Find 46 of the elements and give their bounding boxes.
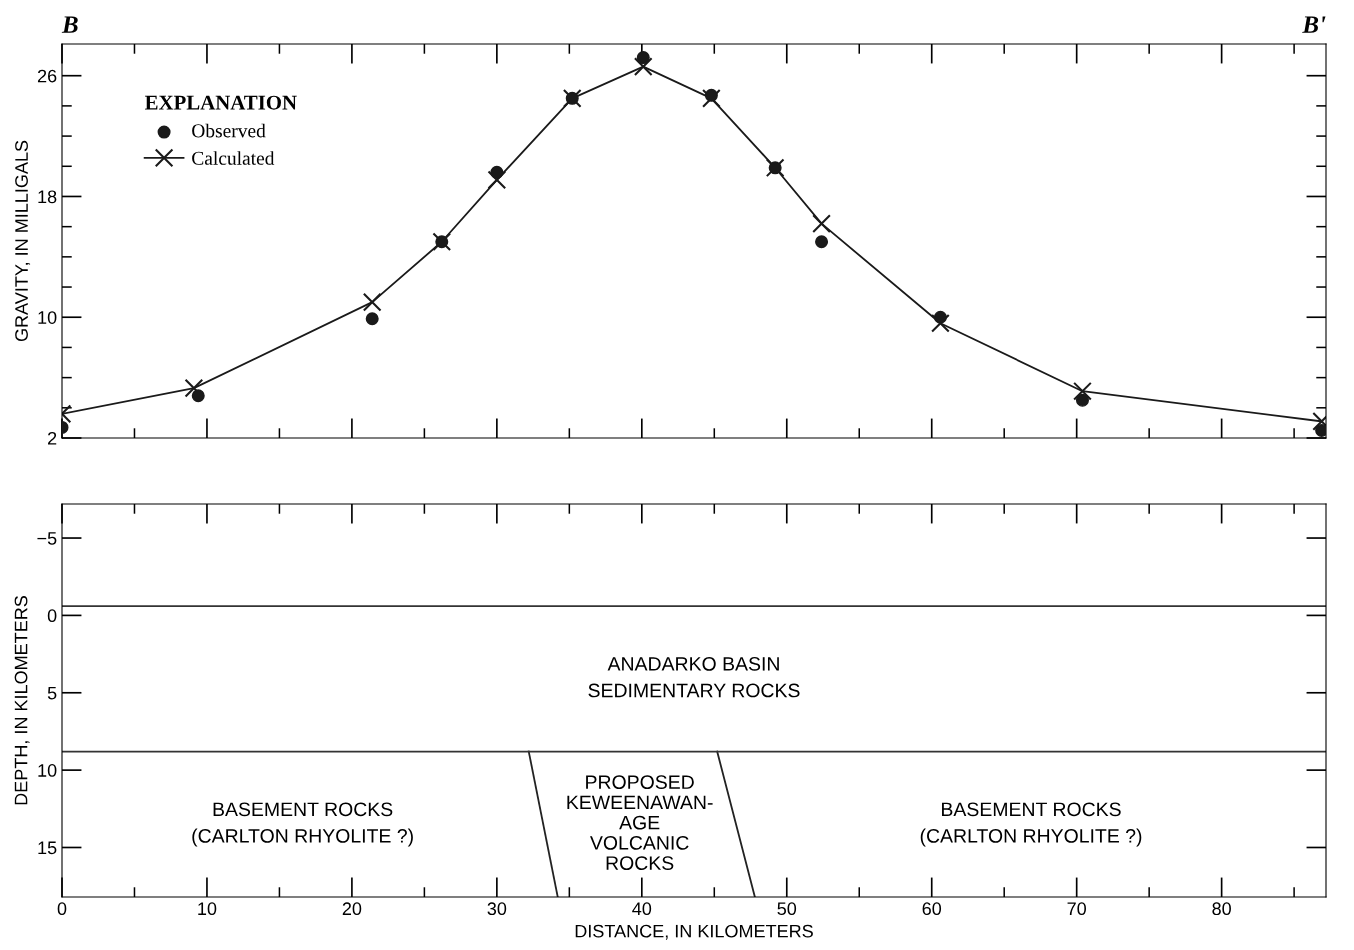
- y-tick-label: 18: [38, 190, 57, 204]
- y-tick-label: −5: [37, 532, 57, 545]
- point: [184, 378, 204, 398]
- x-tick-label: 10: [198, 902, 217, 916]
- point: [812, 214, 831, 234]
- point: [191, 389, 205, 403]
- x-tick-label: 30: [487, 902, 507, 916]
- point: [1073, 381, 1092, 401]
- x-tick-label: 40: [632, 902, 652, 916]
- point: [362, 292, 382, 312]
- point: [815, 235, 829, 249]
- annotation: BASEMENT ROCKS (CARLTON RHYOLITE ?): [920, 802, 1142, 847]
- point: [1075, 393, 1089, 407]
- y-tick-label: 2: [48, 431, 57, 445]
- y-tick-label: 10: [38, 311, 57, 324]
- annotation: BASEMENT ROCKS (CARLTON RHYOLITE ?): [192, 802, 413, 847]
- y-tick-label: 5: [47, 686, 57, 700]
- point: [704, 88, 718, 102]
- x-tick-label: 70: [1067, 902, 1087, 916]
- point: [702, 88, 721, 108]
- x-tick-label: 60: [922, 902, 942, 916]
- legend-label: Calculated: [192, 151, 275, 165]
- point: [933, 310, 947, 324]
- annotation: PROPOSED KEWEENAWAN- AGE VOLCANIC ROCKS: [567, 775, 713, 870]
- x-axis-title: DISTANCE, IN KILOMETERS: [575, 924, 813, 940]
- y-tick-label: 15: [38, 841, 57, 855]
- y-axis-title: DEPTH, IN KILOMETERS: [14, 595, 30, 805]
- legend-title: EXPLANATION: [145, 95, 297, 110]
- annotation: ANADARKO BASIN SEDIMENTARY ROCKS: [588, 657, 800, 698]
- y-axis-title: GRAVITY, IN MILLIGALS: [15, 140, 31, 342]
- point: [490, 165, 504, 179]
- x-tick-label: 80: [1212, 902, 1231, 916]
- legend-label: Observed: [192, 123, 266, 138]
- x-tick-label: 0: [57, 902, 67, 916]
- point: [365, 312, 379, 326]
- point: [633, 57, 653, 77]
- x-tick-label: 20: [342, 902, 362, 916]
- x-tick-label: 50: [777, 902, 797, 916]
- point: [931, 313, 950, 333]
- y-tick-label: 10: [38, 764, 57, 777]
- point: [487, 170, 507, 190]
- text: B: [61, 16, 78, 33]
- text: B': [1302, 16, 1326, 33]
- y-tick-label: 26: [37, 69, 57, 83]
- y-tick-label: 0: [47, 609, 57, 623]
- point: [636, 51, 650, 65]
